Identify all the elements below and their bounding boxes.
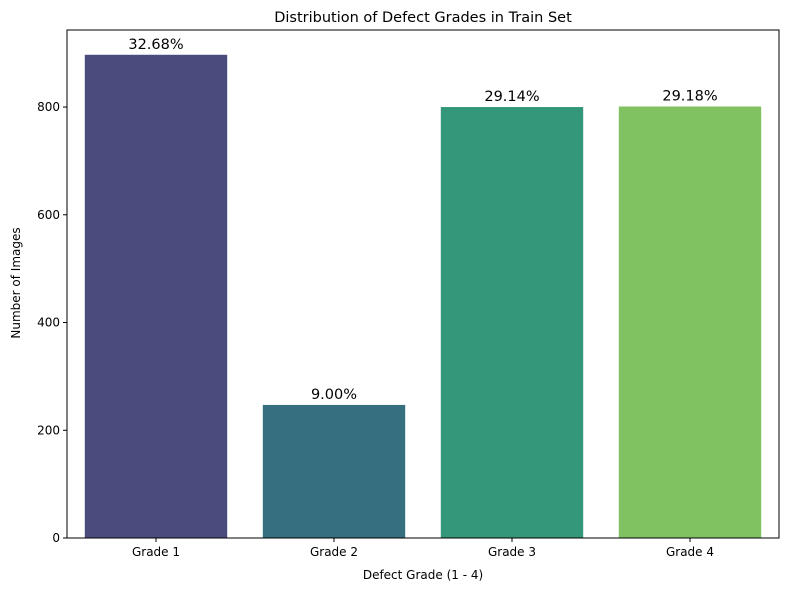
bar-value-label: 29.18%	[662, 89, 717, 105]
x-tick-label: Grade 2	[310, 545, 358, 559]
y-tick-label: 600	[37, 208, 60, 222]
y-axis-label: Number of Images	[9, 227, 23, 338]
plot-area: 32.68% Grade 1 9.00% Grade 2 29.14% Grade 3 29…	[37, 29, 780, 559]
chart-title: Distribution of Defect Grades in Train S…	[274, 10, 572, 26]
bar	[262, 404, 406, 538]
bar-value-label: 9.00%	[311, 387, 357, 403]
y-tick-label: 0	[52, 531, 60, 545]
y-tick-label: 400	[37, 316, 60, 330]
y-tick-label: 200	[37, 423, 60, 437]
x-axis-label: Defect Grade (1 - 4)	[363, 568, 483, 582]
bar	[84, 54, 228, 538]
plot-frame	[66, 29, 780, 539]
bar-value-label: 29.14%	[484, 89, 539, 105]
x-tick-label: Grade 4	[666, 545, 714, 559]
bar	[618, 106, 762, 538]
x-tick-label: Grade 1	[132, 545, 180, 559]
x-tick-label: Grade 3	[488, 545, 536, 559]
bar-value-label: 32.68%	[128, 37, 183, 53]
y-tick-label: 800	[37, 100, 60, 114]
bar	[440, 107, 584, 538]
